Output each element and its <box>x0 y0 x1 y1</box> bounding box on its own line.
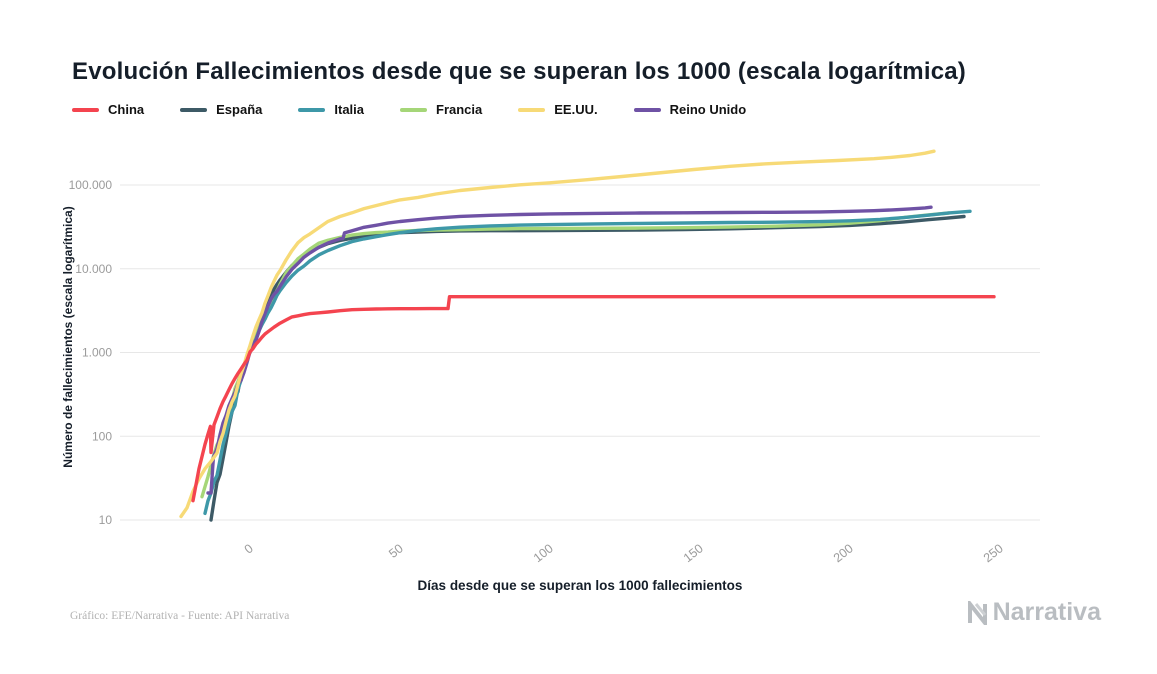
x-tick-label: 150 <box>681 541 706 565</box>
legend-swatch-italia <box>298 107 326 112</box>
x-tick-label: 100 <box>531 541 556 565</box>
narrativa-logo-text: Narrativa <box>992 598 1101 626</box>
legend-item-espa-a[interactable]: España <box>180 102 262 117</box>
series-line-ee-uu <box>179 149 936 519</box>
y-tick-label: 100.000 <box>69 178 113 192</box>
legend-swatch-francia <box>400 107 427 112</box>
legend-swatch-reino-unido <box>633 107 661 112</box>
y-axis-title: Número de fallecimientos (escala logarít… <box>61 206 75 468</box>
legend-label-francia: Francia <box>436 102 483 117</box>
y-tick-label: 10 <box>99 513 113 527</box>
narrativa-logo-icon <box>966 600 990 625</box>
legend-swatch-espa-a <box>180 107 208 112</box>
x-tick-label: 50 <box>386 541 406 561</box>
series-line-francia <box>200 211 951 499</box>
source-credit: Gráfico: EFE/Narrativa - Fuente: API Nar… <box>70 610 290 622</box>
y-tick-label: 100 <box>92 429 112 443</box>
legend-item-italia[interactable]: Italia <box>298 102 364 117</box>
y-tick-label: 1.000 <box>82 346 112 360</box>
legend-label-china: China <box>108 102 145 117</box>
legend: China España Italia Francia EE.UU. Reino Unid… <box>72 102 746 117</box>
series-line-espa-a <box>209 214 966 522</box>
chart-title: Evolución Fallecimientos desde que se su… <box>72 58 966 86</box>
chart-plot-area: 10 100 1.000 10.000 100.000 0 50 100 150 200 250 <box>69 149 1040 565</box>
x-tick-label: 200 <box>831 541 856 565</box>
y-tick-label: 10.000 <box>75 262 112 276</box>
legend-swatch-ee-uu <box>518 107 546 112</box>
legend-item-china[interactable]: China <box>72 102 144 117</box>
series-line-reino-unido <box>206 205 933 495</box>
legend-item-francia[interactable]: Francia <box>400 102 482 117</box>
series-line-china <box>191 294 996 503</box>
legend-label-italia: Italia <box>334 102 364 117</box>
legend-swatch-china <box>72 107 99 112</box>
legend-item-reino-unido[interactable]: Reino Unido <box>633 102 747 117</box>
legend-label-reino-unido: Reino Unido <box>669 102 747 117</box>
x-tick-label: 250 <box>981 541 1006 565</box>
legend-item-ee-uu[interactable]: EE.UU. <box>518 102 598 117</box>
legend-label-ee-uu: EE.UU. <box>554 102 598 117</box>
x-axis-title: Días desde que se superan los 1000 falle… <box>417 578 743 593</box>
x-tick-label: 0 <box>242 541 256 556</box>
narrativa-logo: Narrativa <box>966 598 1101 627</box>
legend-label-espa-a: España <box>216 102 263 117</box>
series-line-italia <box>203 209 972 516</box>
